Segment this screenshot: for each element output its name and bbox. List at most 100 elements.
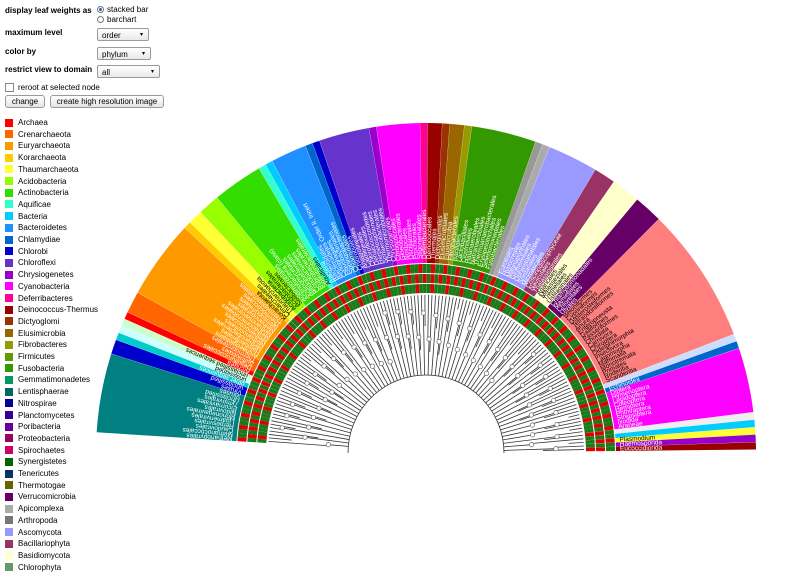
weight-bar bbox=[553, 334, 563, 344]
weight-bar bbox=[444, 285, 450, 295]
legend-label: Tenericutes bbox=[18, 469, 59, 478]
weight-bar bbox=[482, 284, 490, 294]
weight-bar bbox=[376, 269, 384, 280]
branch-line bbox=[539, 381, 568, 397]
reroot-checkbox[interactable] bbox=[5, 83, 14, 92]
legend-swatch bbox=[5, 551, 13, 560]
legend-swatch bbox=[5, 422, 13, 431]
branch-line bbox=[568, 441, 584, 444]
weight-bar bbox=[595, 388, 606, 396]
branch-line bbox=[339, 385, 365, 406]
reroot-checkbox-row[interactable]: reroot at selected node bbox=[5, 83, 100, 92]
weight-bar bbox=[554, 353, 565, 362]
weight-bar bbox=[528, 297, 538, 308]
branch-line bbox=[407, 296, 410, 313]
weight-bar bbox=[462, 267, 469, 278]
branch-line bbox=[311, 343, 322, 354]
legend-swatch bbox=[5, 375, 13, 384]
weight-bar bbox=[347, 301, 355, 312]
weight-bar bbox=[468, 279, 475, 290]
branch-line bbox=[288, 374, 307, 385]
tree-node bbox=[530, 351, 537, 357]
weight-bar bbox=[318, 307, 328, 317]
tree-node bbox=[296, 390, 302, 396]
weight-bar bbox=[295, 327, 305, 337]
weight-bar bbox=[571, 381, 581, 389]
weight-bar bbox=[595, 434, 605, 440]
leaf-label: Elusimicrobiales bbox=[439, 212, 450, 260]
branch-line bbox=[461, 360, 474, 384]
weight-bar bbox=[309, 314, 319, 324]
domain-select[interactable]: all ▾ bbox=[97, 65, 160, 78]
branch-line bbox=[294, 365, 344, 399]
legend-swatch bbox=[5, 317, 13, 326]
weight-bar bbox=[253, 372, 264, 380]
branch-line bbox=[418, 337, 422, 376]
tree-node bbox=[470, 357, 476, 363]
weight-bar bbox=[368, 282, 375, 293]
weight-bar bbox=[258, 423, 269, 429]
weight-bar bbox=[482, 294, 490, 305]
branch-line bbox=[516, 349, 547, 376]
tree-node bbox=[553, 410, 559, 416]
branch-line bbox=[417, 295, 422, 351]
branch-line bbox=[556, 417, 581, 424]
weight-bar bbox=[247, 388, 257, 396]
branch-line bbox=[478, 380, 493, 396]
weight-bar bbox=[244, 396, 255, 403]
weight-bar bbox=[525, 308, 535, 318]
weight-bar bbox=[279, 330, 290, 340]
branch-line bbox=[431, 315, 437, 376]
radio-unselected-icon[interactable] bbox=[97, 16, 104, 23]
legend-item: Dictyoglomi bbox=[5, 316, 59, 327]
weight-bar bbox=[531, 325, 540, 335]
weight-bar bbox=[418, 274, 423, 284]
weight-bar bbox=[601, 413, 612, 419]
create-high-res-image-button[interactable]: create high resolution image bbox=[50, 95, 164, 108]
radio-stacked-bar[interactable]: stacked bar bbox=[97, 5, 148, 14]
weight-bar bbox=[536, 330, 546, 340]
color-by-select[interactable]: phylum ▾ bbox=[97, 47, 151, 60]
chevron-down-icon: ▾ bbox=[150, 69, 154, 75]
leaf-label: Deinococcales bbox=[426, 216, 434, 259]
weight-bar bbox=[260, 357, 271, 366]
change-button[interactable]: change bbox=[5, 95, 45, 108]
weight-bar bbox=[410, 274, 416, 284]
weight-bar bbox=[571, 341, 581, 350]
tree-node bbox=[408, 309, 414, 315]
branch-line bbox=[279, 393, 319, 410]
branch-line bbox=[464, 341, 490, 386]
branch-line bbox=[495, 388, 551, 418]
weight-bar bbox=[287, 336, 297, 346]
max-level-select[interactable]: order ▾ bbox=[97, 28, 149, 41]
weight-bar bbox=[580, 377, 590, 385]
legend-swatch bbox=[5, 258, 13, 267]
legend-item: Thermotogae bbox=[5, 480, 66, 491]
weight-bar bbox=[360, 295, 368, 306]
weight-bar bbox=[257, 387, 268, 395]
weight-bar bbox=[411, 284, 416, 294]
weight-bar bbox=[517, 314, 526, 324]
weight-bar bbox=[466, 268, 473, 279]
weight-bar bbox=[534, 315, 544, 325]
weight-bar bbox=[579, 355, 590, 364]
weight-bar bbox=[415, 284, 420, 294]
sector-band bbox=[435, 123, 450, 264]
legend-label: Thermotogae bbox=[18, 480, 66, 490]
branch-line bbox=[491, 376, 546, 412]
weight-bar bbox=[277, 349, 288, 358]
branch-line bbox=[437, 295, 444, 342]
sector-band bbox=[376, 123, 423, 266]
branch-line bbox=[544, 420, 581, 430]
sector-band bbox=[606, 348, 754, 430]
legend-item: Bacteria bbox=[5, 211, 47, 222]
radio-barchart[interactable]: barchart bbox=[97, 15, 136, 24]
weight-bar bbox=[558, 325, 568, 335]
legend-item: Tenericutes bbox=[5, 468, 59, 479]
weight-bar bbox=[312, 311, 322, 322]
tree-node bbox=[529, 442, 535, 448]
branch-line bbox=[375, 339, 395, 382]
sector-band bbox=[190, 212, 297, 321]
legend-swatch bbox=[5, 434, 13, 443]
radio-selected-icon[interactable] bbox=[97, 6, 104, 13]
